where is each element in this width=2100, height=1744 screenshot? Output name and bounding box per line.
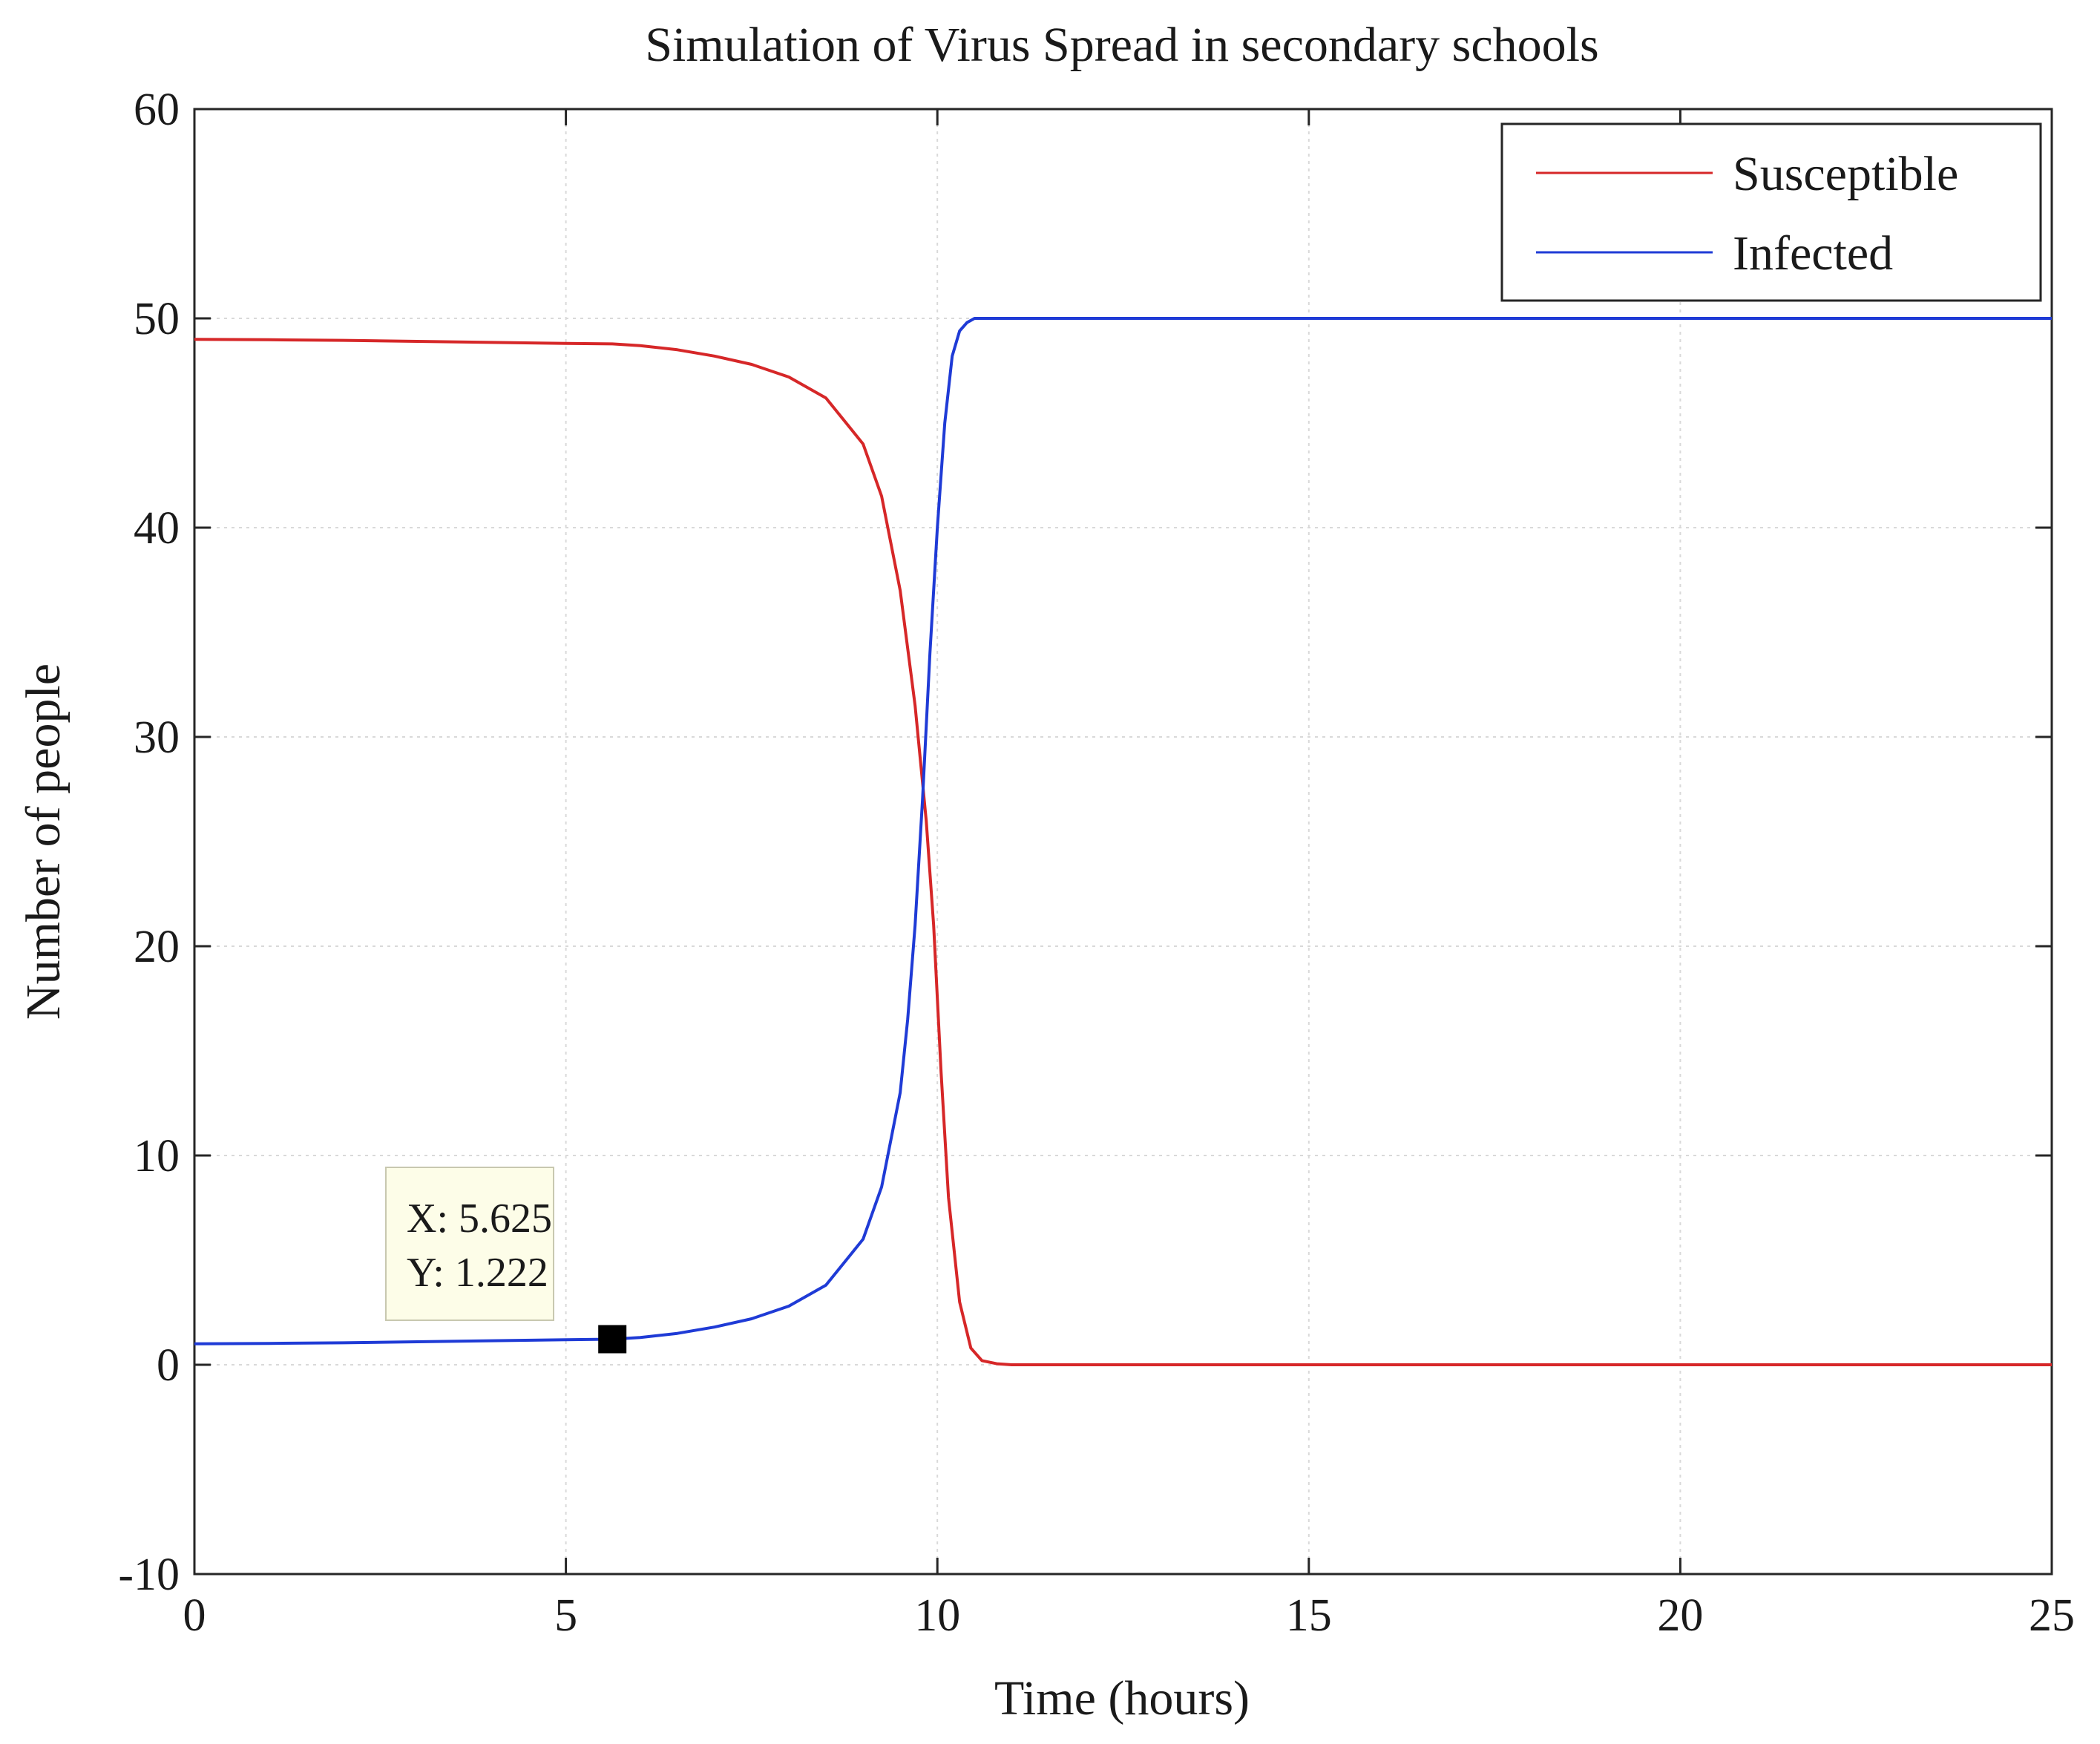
datatip[interactable]: X: 5.625 Y: 1.222 (385, 1167, 627, 1354)
chart-title: Simulation of Virus Spread in secondary … (645, 18, 1598, 72)
x-axis-label: Time (hours) (994, 1671, 1250, 1725)
datatip-marker[interactable] (598, 1325, 627, 1354)
series-line-susceptible (194, 338, 2052, 1366)
legend-label-susceptible: Susceptible (1733, 147, 1958, 201)
y-tick-label: 60 (134, 85, 180, 135)
plot-area (193, 108, 2053, 1576)
datatip-x-label: X: 5.625 (407, 1196, 552, 1242)
x-tick-label: 20 (1657, 1590, 1703, 1641)
y-tick-label: 30 (134, 712, 180, 763)
y-tick-label: -10 (118, 1550, 180, 1600)
y-tick-label: 20 (134, 922, 180, 972)
datatip-box (385, 1167, 554, 1321)
y-axis-label: Number of people (16, 663, 70, 1020)
legend: Susceptible Infected (1500, 122, 2042, 302)
y-tick-label: 50 (134, 294, 180, 344)
grid (194, 109, 2052, 1574)
datatip-y-label: Y: 1.222 (407, 1250, 548, 1296)
x-tick-label: 25 (2029, 1590, 2075, 1641)
legend-label-infected: Infected (1733, 226, 1893, 281)
series-line-infected (194, 317, 2052, 1345)
legend-box (1500, 122, 2042, 302)
series-layer (194, 317, 2052, 1366)
y-tick-label: 10 (134, 1131, 180, 1181)
x-tick-label: 10 (914, 1590, 960, 1641)
y-tick-label: 0 (157, 1340, 180, 1391)
x-tick-label: 15 (1286, 1590, 1332, 1641)
x-tick-label: 0 (183, 1590, 206, 1641)
x-tick-label: 5 (554, 1590, 577, 1641)
y-tick-label: 40 (134, 503, 180, 554)
